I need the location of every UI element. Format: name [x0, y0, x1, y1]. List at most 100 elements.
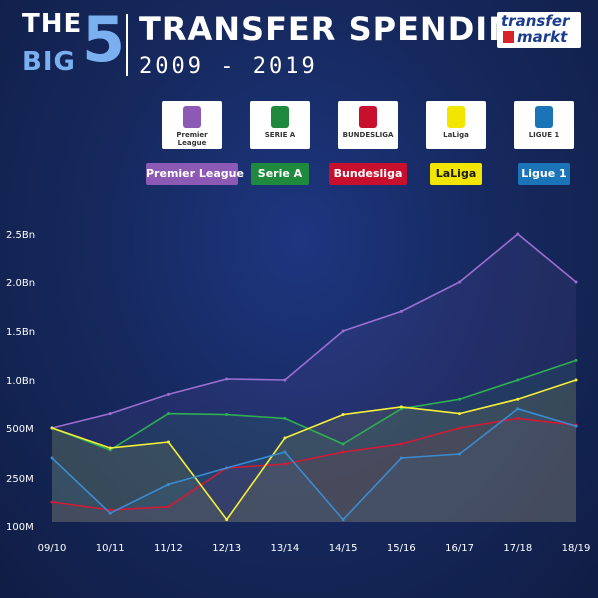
series-line [51, 407, 577, 521]
data-point [225, 377, 229, 381]
league-logo-mark [271, 106, 289, 128]
data-point [50, 426, 54, 430]
series-area [52, 408, 576, 522]
x-tick-label: 17/18 [503, 543, 532, 554]
legend-label: Serie A [251, 163, 309, 185]
data-point [458, 412, 462, 416]
data-point [516, 378, 520, 382]
y-tick-label: 250M [6, 474, 34, 485]
y-tick-label: 1.0Bn [6, 376, 35, 387]
data-point [341, 518, 345, 522]
data-point [399, 405, 403, 409]
series-area [52, 418, 576, 522]
x-tick-label: 10/11 [96, 543, 125, 554]
series-line [51, 379, 577, 521]
data-point [166, 482, 170, 486]
x-tick-label: 13/14 [270, 543, 299, 554]
logo-line-1: transfer [501, 12, 570, 30]
series-line [51, 233, 577, 429]
series-area [52, 360, 576, 522]
league-logo-mark [447, 106, 465, 128]
data-point [399, 309, 403, 313]
transfermarkt-logo: transfer markt [497, 12, 581, 48]
league-logo-mark [183, 106, 201, 128]
data-point [50, 500, 54, 504]
data-point [283, 378, 287, 382]
header-divider [126, 14, 128, 76]
premier-league-logo: Premier League [162, 101, 222, 149]
y-tick-label: 2.5Bn [6, 230, 35, 241]
legend-label: Ligue 1 [518, 163, 570, 185]
legend-label: Bundesliga [329, 163, 407, 185]
area-layer [52, 234, 576, 522]
data-point [283, 462, 287, 466]
data-point [341, 329, 345, 333]
chart-subtitle: 2009 - 2019 [139, 54, 318, 79]
series-area [52, 234, 576, 522]
league-logo-mark [535, 106, 553, 128]
league-logo-text: LIGUE 1 [528, 131, 560, 139]
data-point [283, 436, 287, 440]
chart-title: TRANSFER SPENDINGS [139, 10, 568, 48]
data-point [574, 358, 578, 362]
data-point [574, 280, 578, 284]
data-point [166, 412, 170, 416]
data-point [283, 416, 287, 420]
y-tick-label: 500M [6, 424, 34, 435]
league-logo-text: LaLiga [443, 131, 469, 139]
data-point [108, 511, 112, 515]
data-point [283, 450, 287, 454]
big5-the-text: THE [22, 9, 83, 39]
series-line [51, 359, 577, 451]
series-line [51, 417, 577, 511]
data-point [225, 518, 229, 522]
legend-label: LaLiga [430, 163, 482, 185]
header: THE BIG 5 TRANSFER SPENDINGS 2009 - 2019… [0, 0, 598, 90]
data-point [516, 407, 520, 411]
data-point [108, 412, 112, 416]
bundesliga-logo: BUNDESLIGA [338, 101, 398, 149]
data-point [574, 424, 578, 428]
ligue-1-logo: LIGUE 1 [514, 101, 574, 149]
y-tick-label: 1.5Bn [6, 327, 35, 338]
data-point [458, 452, 462, 456]
data-point [166, 505, 170, 509]
data-point [399, 456, 403, 460]
big5-big-text: BIG [22, 47, 76, 77]
data-point [108, 508, 112, 512]
x-tick-label: 18/19 [562, 543, 591, 554]
league-logo-text: Premier League [176, 131, 208, 147]
data-point [516, 416, 520, 420]
series-area [52, 380, 576, 522]
x-tick-label: 12/13 [212, 543, 241, 554]
y-tick-label: 100M [6, 522, 34, 533]
logo-line-2: markt [517, 28, 568, 46]
data-point [458, 280, 462, 284]
data-point [458, 426, 462, 430]
league-logo-mark [359, 106, 377, 128]
data-point [341, 413, 345, 417]
data-point [458, 397, 462, 401]
league-logo-text: SERIE A [264, 131, 296, 139]
data-point [166, 392, 170, 396]
x-tick-label: 14/15 [329, 543, 358, 554]
data-point [574, 378, 578, 382]
data-point [341, 442, 345, 446]
data-point [399, 442, 403, 446]
data-point [341, 450, 345, 454]
legend-label: Premier League [146, 163, 244, 185]
data-point [108, 446, 112, 450]
data-point [225, 466, 229, 470]
data-point [166, 440, 170, 444]
league-logo-text: BUNDESLIGA [342, 131, 394, 139]
y-tick-label: 2.0Bn [6, 278, 35, 289]
data-point [50, 456, 54, 460]
series-lines [50, 232, 578, 522]
data-point [516, 232, 520, 236]
y-axis-ticks: 100M 250M 500M 1.0Bn 1.5Bn 2.0Bn 2.5Bn [6, 230, 35, 533]
x-tick-label: 16/17 [445, 543, 474, 554]
data-point [225, 413, 229, 417]
serie-a-logo: SERIE A [250, 101, 310, 149]
data-point [516, 397, 520, 401]
